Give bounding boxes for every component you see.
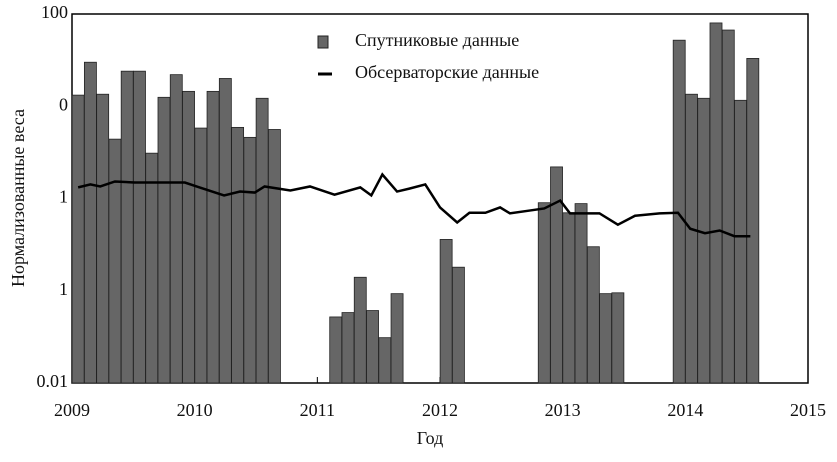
- bar: [231, 126, 245, 384]
- bar: [341, 312, 355, 384]
- bar: [218, 78, 232, 384]
- bar: [71, 94, 85, 384]
- bar: [721, 29, 735, 384]
- bar: [169, 74, 183, 384]
- bar: [685, 93, 698, 384]
- bar: [599, 293, 613, 384]
- bar: [537, 202, 551, 384]
- bar: [182, 90, 195, 384]
- y-tick-label: 100: [41, 2, 68, 22]
- bar: [611, 292, 625, 384]
- bar: [746, 58, 760, 384]
- bar: [96, 93, 110, 384]
- bar: [83, 61, 97, 384]
- bar: [366, 310, 379, 384]
- bar: [734, 99, 747, 384]
- bar: [267, 129, 281, 384]
- bar: [697, 97, 711, 384]
- x-tick-label: 2010: [177, 400, 213, 420]
- x-tick-label: 2011: [300, 400, 335, 420]
- bar: [439, 239, 453, 384]
- bar: [145, 152, 159, 384]
- bar: [206, 90, 220, 384]
- bar: [108, 138, 122, 384]
- x-tick-label: 2013: [545, 400, 581, 420]
- line: [77, 172, 751, 238]
- bar: [586, 246, 600, 384]
- bar: [672, 39, 686, 384]
- x-tick-label: 2009: [54, 400, 90, 420]
- bar: [574, 203, 588, 384]
- y-tick-label: 1: [59, 279, 68, 299]
- legend-label: Обсерваторские данные: [355, 62, 539, 82]
- bar: [120, 70, 134, 384]
- x-axis-label: Год: [417, 428, 443, 448]
- y-axis-label: Нормализованные веса: [8, 109, 28, 287]
- bar: [353, 276, 367, 384]
- bar: [255, 97, 269, 384]
- bar: [329, 316, 343, 384]
- x-tick-label: 2012: [422, 400, 458, 420]
- y-tick-label: 0.01: [37, 371, 69, 391]
- bar: [709, 22, 723, 384]
- x-tick-label: 2015: [790, 400, 826, 420]
- legend-label: Спутниковые данные: [355, 30, 519, 50]
- legend-swatch: [317, 35, 329, 49]
- bar: [451, 266, 465, 384]
- bar: [562, 212, 576, 384]
- bar: [194, 127, 208, 384]
- x-tick-label: 2014: [667, 400, 703, 420]
- y-tick-label: 1: [59, 187, 68, 207]
- bar: [390, 293, 404, 384]
- bar: [133, 70, 146, 384]
- bar: [243, 136, 257, 384]
- bar: [157, 96, 171, 384]
- bar: [378, 337, 392, 384]
- y-tick-label: 0: [59, 94, 68, 114]
